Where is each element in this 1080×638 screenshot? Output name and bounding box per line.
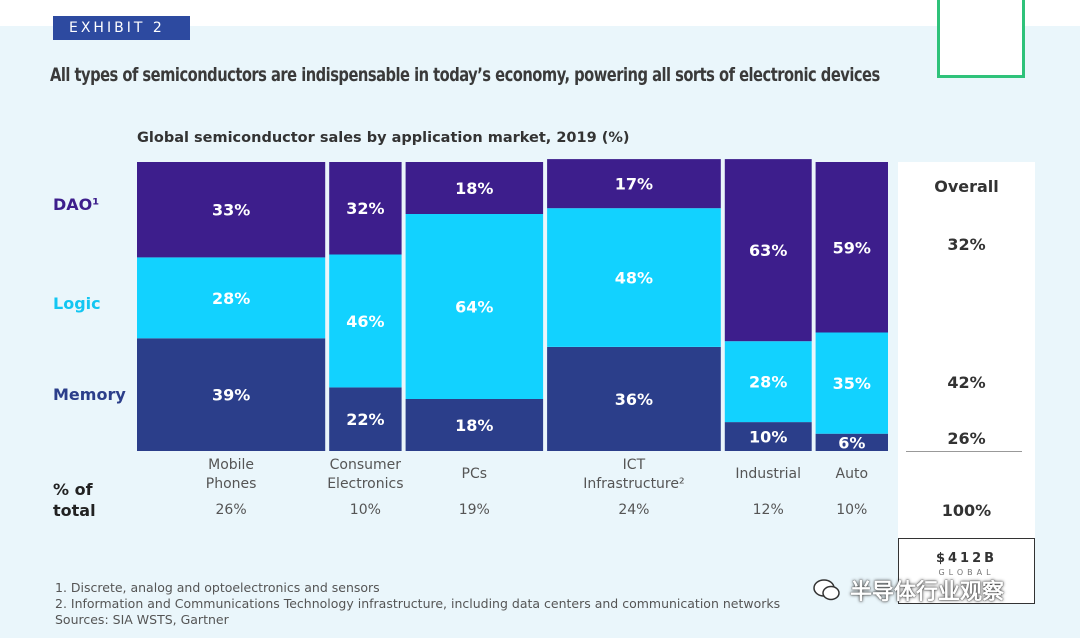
category-label-mobile-phones: Mobile Phones xyxy=(127,456,335,494)
category-label-line: Consumer xyxy=(329,457,402,473)
share-label-ict-infrastructure: 24% xyxy=(618,502,650,518)
row-label-logic: Logic xyxy=(53,294,101,313)
sources-note: Sources: SIA WSTS, Gartner xyxy=(55,612,229,627)
watermark: 半导体行业观察 xyxy=(812,572,1004,608)
watermark-text: 半导体行业观察 xyxy=(850,580,1005,605)
category-label-industrial: Industrial xyxy=(715,465,822,484)
data-label-dao-industrial: 63% xyxy=(749,241,787,260)
category-label-line: PCs xyxy=(461,466,488,482)
data-label-memory-consumer-electronics: 22% xyxy=(346,410,384,429)
data-label-dao-pcs: 18% xyxy=(455,179,493,198)
category-label-line: Auto xyxy=(835,466,869,482)
bar-memory-industrial xyxy=(724,422,812,451)
data-label-logic-ict-infrastructure: 48% xyxy=(615,269,653,288)
data-label-memory-mobile-phones: 39% xyxy=(212,386,250,405)
headline: All types of semiconductors are indispen… xyxy=(50,64,880,86)
overall-memory: 26% xyxy=(947,429,986,448)
data-label-memory-pcs: 18% xyxy=(455,416,493,435)
bar-memory-consumer-electronics xyxy=(329,387,402,451)
bar-memory-mobile-phones xyxy=(137,338,326,451)
data-label-memory-auto: 6% xyxy=(838,433,865,452)
bar-dao-industrial xyxy=(724,159,812,342)
category-label-consumer-electronics: Consumer Electronics xyxy=(319,456,411,494)
data-label-dao-auto: 59% xyxy=(833,238,871,257)
data-label-dao-ict-infrastructure: 17% xyxy=(615,175,653,194)
chart-subtitle: Global semiconductor sales by applicatio… xyxy=(137,130,630,146)
category-label-line: Industrial xyxy=(735,466,802,482)
bar-dao-ict-infrastructure xyxy=(547,159,721,209)
footnote-2: 2. Information and Communications Techno… xyxy=(55,596,781,611)
category-label-ict-infrastructure: ICT Infrastructure² xyxy=(537,456,731,494)
decorative-green-frame xyxy=(937,0,1025,78)
wechat-icon xyxy=(813,579,840,601)
data-label-memory-industrial: 10% xyxy=(749,428,787,447)
category-label-pcs: PCs xyxy=(396,465,554,484)
category-label-line: Mobile xyxy=(208,457,255,473)
data-label-logic-industrial: 28% xyxy=(749,373,787,392)
share-label-mobile-phones: 26% xyxy=(215,502,247,518)
share-label-pcs: 19% xyxy=(458,502,490,518)
bar-logic-industrial xyxy=(724,341,812,423)
bar-dao-pcs xyxy=(405,162,544,214)
bar-memory-ict-infrastructure xyxy=(547,347,721,451)
bar-dao-auto xyxy=(815,162,888,333)
overall-logic: 42% xyxy=(947,373,986,392)
bar-memory-pcs xyxy=(405,399,544,451)
data-label-memory-ict-infrastructure: 36% xyxy=(615,390,653,409)
category-label-line: Infrastructure² xyxy=(583,476,685,492)
category-label-line: ICT xyxy=(622,457,646,473)
data-label-dao-consumer-electronics: 32% xyxy=(346,199,384,218)
global-total-box: $412B GLOBAL xyxy=(898,538,1035,604)
bar-logic-auto xyxy=(815,332,888,434)
exhibit-badge: EXHIBIT 2 xyxy=(53,16,190,40)
data-label-dao-mobile-phones: 33% xyxy=(212,201,250,220)
category-label-auto: Auto xyxy=(806,465,898,484)
bar-logic-ict-infrastructure xyxy=(547,208,721,347)
global-total-label: GLOBAL xyxy=(938,568,995,577)
category-label-line: Electronics xyxy=(327,476,404,492)
share-label-industrial: 12% xyxy=(752,502,784,518)
category-label-line: Phones xyxy=(205,476,257,492)
bar-logic-consumer-electronics xyxy=(329,254,402,388)
overall-divider xyxy=(906,451,1022,452)
row-label-dao: DAO¹ xyxy=(53,195,100,214)
data-label-logic-auto: 35% xyxy=(833,374,871,393)
bar-dao-consumer-electronics xyxy=(329,162,402,255)
overall-title: Overall xyxy=(934,177,999,196)
data-label-logic-consumer-electronics: 46% xyxy=(346,312,384,331)
data-label-logic-pcs: 64% xyxy=(455,298,493,317)
bar-memory-auto xyxy=(815,433,888,451)
share-label-auto: 10% xyxy=(836,502,868,518)
row-label-memory: Memory xyxy=(53,385,126,404)
total-row-label-line2: total xyxy=(53,501,96,520)
bar-logic-mobile-phones xyxy=(137,257,326,339)
total-row-label-line1: % of xyxy=(53,480,93,499)
global-total-value: $412B xyxy=(935,551,998,566)
share-label-consumer-electronics: 10% xyxy=(349,502,381,518)
bar-logic-pcs xyxy=(405,214,544,399)
overall-dao: 32% xyxy=(947,235,986,254)
footnote-1: 1. Discrete, analog and optoelectronics … xyxy=(55,580,380,595)
bar-dao-mobile-phones xyxy=(137,162,326,258)
data-label-logic-mobile-phones: 28% xyxy=(212,289,250,308)
overall-card: Overall 32% 42% 26% 100% xyxy=(898,162,1035,550)
overall-total: 100% xyxy=(941,501,992,520)
